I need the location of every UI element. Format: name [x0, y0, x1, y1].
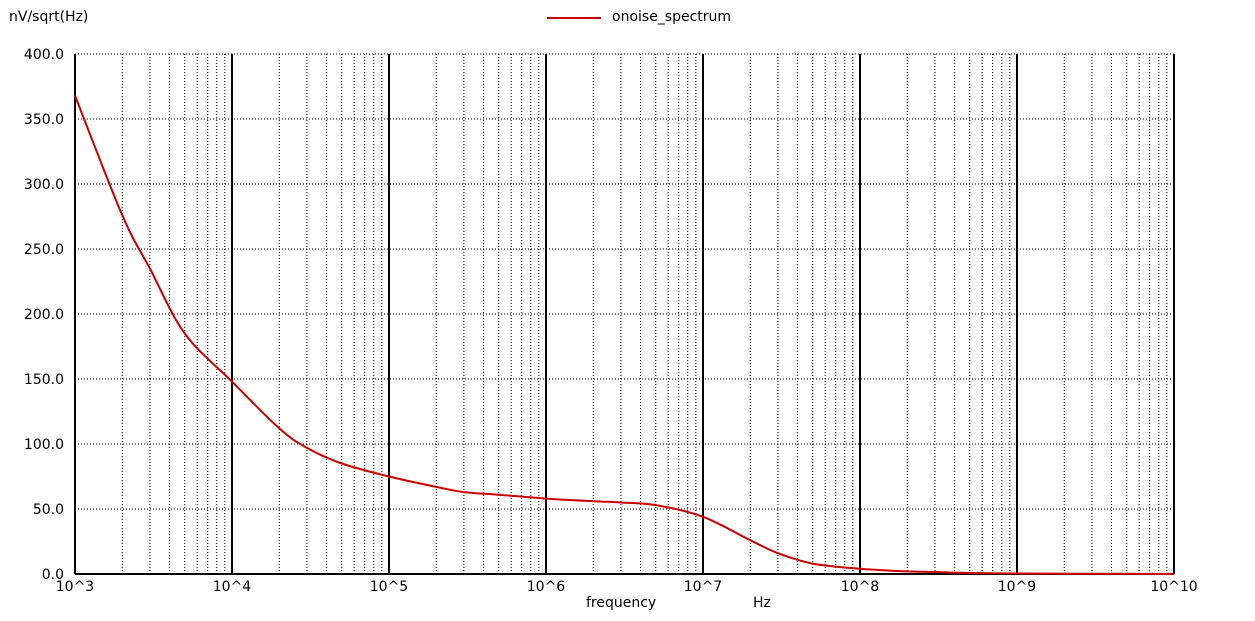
- y-tick-label: 150.0: [24, 372, 64, 388]
- x-axis-unit: Hz: [753, 595, 771, 611]
- x-tick-label: 10^4: [213, 579, 252, 595]
- major-grid: [74, 54, 1175, 575]
- y-tick-label: 400.0: [24, 47, 64, 63]
- y-tick-label: 50.0: [33, 502, 64, 518]
- x-tick-label: 10^5: [370, 579, 408, 595]
- series-line-onoise-spectrum: [74, 95, 1175, 575]
- series-layer: [74, 95, 1175, 575]
- x-axis-label: frequency: [586, 595, 657, 611]
- y-axis-label: nV/sqrt(Hz): [9, 9, 89, 25]
- x-tick-label: 10^6: [527, 579, 566, 595]
- x-tick-label: 10^10: [1150, 579, 1197, 595]
- x-tick-label: 10^3: [56, 579, 94, 595]
- legend-label: onoise_spectrum: [612, 9, 732, 25]
- y-tick-label: 200.0: [24, 307, 64, 323]
- y-tick-label: 250.0: [24, 242, 64, 258]
- y-tick-label: 100.0: [24, 437, 64, 453]
- y-tick-label: 300.0: [24, 177, 64, 193]
- x-tick-label: 10^7: [684, 579, 722, 595]
- x-tick-label: 10^9: [998, 579, 1036, 595]
- x-tick-labels: 10^3 10^4 10^5 10^6 10^7 10^8 10^9 10^10: [56, 579, 1198, 595]
- x-tick-label: 10^8: [841, 579, 879, 595]
- y-tick-label: 350.0: [24, 112, 64, 128]
- legend-swatch: [547, 17, 601, 19]
- y-tick-labels: 0.0 50.0 100.0 150.0 200.0 250.0 300.0 350.0 400…: [24, 47, 64, 583]
- minor-grid: [75, 53, 1174, 574]
- y-tick-label: 0.0: [42, 567, 64, 583]
